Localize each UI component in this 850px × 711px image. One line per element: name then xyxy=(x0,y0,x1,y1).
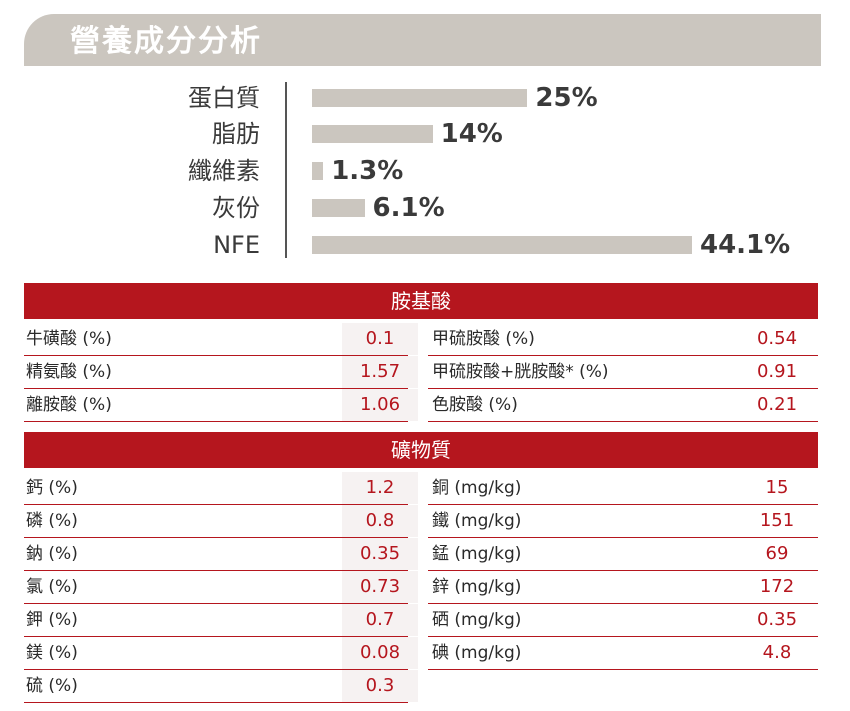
row-divider xyxy=(428,603,818,604)
row-divider xyxy=(24,603,408,604)
row-left-name: 磷 (%) xyxy=(26,511,78,531)
nutrient-bar xyxy=(312,236,692,254)
row-divider xyxy=(428,537,818,538)
row-right-value: 151 xyxy=(759,510,795,531)
nutrient-label: NFE xyxy=(213,231,260,259)
nutrient-label: 脂肪 xyxy=(212,120,260,148)
row-right-name: 銅 (mg/kg) xyxy=(432,478,522,498)
row-divider xyxy=(24,570,408,571)
row-right-name: 碘 (mg/kg) xyxy=(432,643,522,663)
nutrient-value-label: 14% xyxy=(440,119,503,149)
row-right-name: 甲硫胺酸 (%) xyxy=(432,329,535,349)
row-right-value: 4.8 xyxy=(762,642,792,663)
chart-axis-line xyxy=(285,82,287,258)
row-divider xyxy=(24,504,408,505)
row-divider xyxy=(428,355,818,356)
row-left-value: 1.2 xyxy=(342,472,418,504)
row-left-name: 鈣 (%) xyxy=(26,478,78,498)
table-row: 磷 (%) 0.8 鐵 (mg/kg) 151 xyxy=(24,505,818,538)
row-right-value: 0.21 xyxy=(756,394,798,415)
table-row: 鈉 (%) 0.35 錳 (mg/kg) 69 xyxy=(24,538,818,571)
nutrient-value-label: 1.3% xyxy=(331,156,404,186)
table-row: 硫 (%) 0.3 xyxy=(24,670,818,703)
row-right-value: 172 xyxy=(759,576,795,597)
row-right-value: 15 xyxy=(765,477,789,498)
table-row: 牛磺酸 (%) 0.1 甲硫胺酸 (%) 0.54 xyxy=(24,323,818,356)
row-divider xyxy=(24,702,408,703)
row-left-name: 鈉 (%) xyxy=(26,544,78,564)
row-left-name: 鎂 (%) xyxy=(26,643,78,663)
row-left-value: 0.35 xyxy=(342,538,418,570)
row-right-value: 0.54 xyxy=(756,328,798,349)
nutrient-bar xyxy=(312,199,365,217)
mineral-header: 礦物質 xyxy=(24,432,818,468)
row-left-value: 0.3 xyxy=(342,670,418,702)
table-row: 氯 (%) 0.73 鋅 (mg/kg) 172 xyxy=(24,571,818,604)
nutrient-bar xyxy=(312,89,528,107)
row-right-name: 甲硫胺酸+胱胺酸* (%) xyxy=(432,362,609,382)
amino-acid-header: 胺基酸 xyxy=(24,283,818,319)
section-title: 營養成分分析 xyxy=(70,24,262,59)
row-right-name: 錳 (mg/kg) xyxy=(432,544,522,564)
row-divider xyxy=(428,669,818,670)
table-row: 精氨酸 (%) 1.57 甲硫胺酸+胱胺酸* (%) 0.91 xyxy=(24,356,818,389)
nutrient-label: 灰份 xyxy=(212,194,260,222)
row-left-value: 1.06 xyxy=(342,389,418,421)
row-divider xyxy=(428,636,818,637)
row-divider xyxy=(428,421,818,422)
row-divider xyxy=(428,388,818,389)
row-right-name: 色胺酸 (%) xyxy=(432,395,518,415)
row-left-name: 氯 (%) xyxy=(26,577,78,597)
row-left-name: 精氨酸 (%) xyxy=(26,362,112,382)
row-left-value: 0.7 xyxy=(342,604,418,636)
table-row: 鉀 (%) 0.7 硒 (mg/kg) 0.35 xyxy=(24,604,818,637)
row-left-value: 0.73 xyxy=(342,571,418,603)
row-right-name: 鋅 (mg/kg) xyxy=(432,577,522,597)
row-left-name: 離胺酸 (%) xyxy=(26,395,112,415)
table-row: 鈣 (%) 1.2 銅 (mg/kg) 15 xyxy=(24,472,818,505)
row-right-value: 0.35 xyxy=(756,609,798,630)
nutrient-bar xyxy=(312,162,324,180)
row-divider xyxy=(428,570,818,571)
nutrient-value-label: 25% xyxy=(535,83,598,113)
row-divider xyxy=(24,669,408,670)
row-left-name: 鉀 (%) xyxy=(26,610,78,630)
row-left-name: 牛磺酸 (%) xyxy=(26,329,112,349)
row-right-name: 硒 (mg/kg) xyxy=(432,610,522,630)
title-band xyxy=(24,14,821,66)
nutrient-value-label: 44.1% xyxy=(700,230,791,260)
nutrient-label: 纖維素 xyxy=(188,157,260,185)
nutrient-value-label: 6.1% xyxy=(372,193,445,223)
row-left-value: 0.1 xyxy=(342,323,418,355)
row-left-value: 0.08 xyxy=(342,637,418,669)
row-divider xyxy=(24,388,408,389)
row-divider xyxy=(24,636,408,637)
nutrient-bar xyxy=(312,125,433,143)
table-row: 鎂 (%) 0.08 碘 (mg/kg) 4.8 xyxy=(24,637,818,670)
row-divider xyxy=(24,421,408,422)
row-left-name: 硫 (%) xyxy=(26,676,78,696)
row-left-value: 1.57 xyxy=(342,356,418,388)
nutrient-label: 蛋白質 xyxy=(188,84,260,112)
row-right-name: 鐵 (mg/kg) xyxy=(432,511,522,531)
row-divider xyxy=(428,504,818,505)
row-left-value: 0.8 xyxy=(342,505,418,537)
row-divider xyxy=(24,355,408,356)
row-right-value: 69 xyxy=(765,543,789,564)
row-divider xyxy=(24,537,408,538)
row-right-value: 0.91 xyxy=(756,361,798,382)
table-row: 離胺酸 (%) 1.06 色胺酸 (%) 0.21 xyxy=(24,389,818,422)
